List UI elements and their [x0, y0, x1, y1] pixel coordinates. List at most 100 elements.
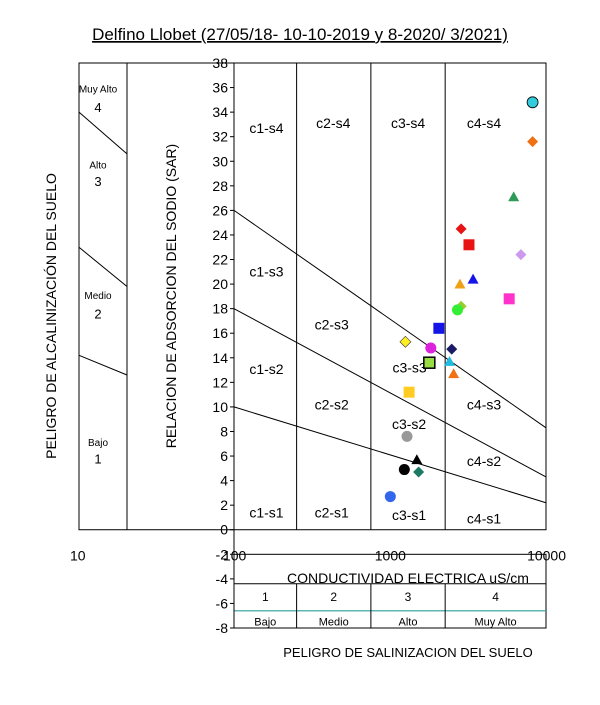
- bottom-label: PELIGRO DE SALINIZACION DEL SUELO: [283, 645, 532, 660]
- zone-label: c4-s1: [467, 511, 501, 527]
- data-point-diamond: [515, 249, 527, 261]
- data-point-triangle: [467, 273, 479, 284]
- y-tick-label: 12: [212, 374, 228, 390]
- sar-class-line: [233, 308, 547, 478]
- data-point-square: [503, 293, 515, 305]
- alkalinity-class-name: Bajo: [88, 438, 108, 449]
- y-tick-label: -2: [216, 546, 229, 562]
- y-tick-label: 16: [212, 325, 228, 341]
- data-point-diamond: [455, 223, 467, 235]
- alkalinity-boundary-line: [78, 111, 128, 155]
- y-tick-label: 20: [212, 276, 228, 292]
- x-tick-label: 1000: [375, 547, 406, 563]
- zone-label: c2-s4: [316, 115, 350, 131]
- zone-label: c2-s3: [315, 317, 349, 333]
- outer-frame: [78, 62, 547, 531]
- sar-class-line: [233, 209, 547, 429]
- chart-frame: [78, 62, 547, 629]
- zone-label: c2-s1: [315, 504, 349, 520]
- zone-label: c3-s2: [392, 416, 426, 432]
- y-tick-label: 24: [212, 227, 228, 243]
- data-point-circle: [425, 342, 437, 354]
- y-tick-label: 0: [220, 522, 228, 538]
- y-tick-label: 6: [220, 448, 228, 464]
- data-point-triangle: [454, 278, 466, 289]
- zone-labels: c1-s4 c2-s4 c3-s4 c4-s4 c1-s3 c2-s3 c3-s3 c1-s2…: [249, 115, 501, 527]
- y-tick-label: 2: [220, 497, 228, 513]
- salinity-class-number: 2: [330, 590, 337, 604]
- x-tick-label: 100: [223, 547, 247, 563]
- alkalinity-boundary-line: [78, 354, 128, 376]
- y-tick-label: 26: [212, 202, 228, 218]
- data-point-triangle: [508, 191, 520, 202]
- zone-label: c3-s4: [391, 115, 425, 131]
- data-point-diamond: [527, 136, 539, 148]
- data-point-square: [433, 322, 445, 334]
- data-point-diamond: [399, 335, 412, 348]
- alkalinity-class-name: Alto: [89, 161, 107, 172]
- sar-class-line: [233, 406, 547, 504]
- x-axis-label: CONDUCTIVIDAD ELECTRICA uS/cm: [287, 570, 529, 586]
- alkalinity-class-number: 3: [94, 174, 101, 189]
- y-tick-label: -8: [216, 620, 229, 636]
- data-point-triangle: [444, 355, 456, 366]
- data-point-circle: [384, 491, 396, 503]
- data-point-circle: [398, 464, 410, 476]
- y-tick-label: 36: [212, 80, 228, 96]
- zone-label: c3-s3: [392, 360, 426, 376]
- y-tick-label: -6: [216, 595, 229, 611]
- zone-label: c4-s3: [467, 396, 501, 412]
- y-axis-label: RELACION DE ADSORCION DEL SODIO (SAR): [163, 144, 179, 448]
- zone-label: c4-s2: [467, 453, 501, 469]
- zone-label: c1-s2: [249, 361, 283, 377]
- zone-label: c1-s1: [249, 504, 283, 520]
- zone-label: c1-s3: [249, 264, 283, 280]
- salinity-class-number: 3: [405, 590, 412, 604]
- y-tick-label: 18: [212, 301, 228, 317]
- data-point-square: [403, 386, 415, 398]
- x-tick-label: 10: [70, 547, 86, 563]
- y-tick-label: 22: [212, 252, 228, 268]
- data-point-circle: [526, 96, 539, 109]
- data-points: [384, 96, 539, 503]
- salinity-class-name: Medio: [319, 617, 349, 629]
- outer-y-axis-label: PELIGRO DE ALCALINIZACIÓN DEL SUELO: [43, 173, 59, 459]
- y-tick-label: 14: [212, 350, 228, 366]
- y-tick-label: 38: [212, 55, 228, 71]
- salinity-class-name: Alto: [399, 617, 418, 629]
- data-point-triangle: [448, 368, 460, 379]
- data-point-circle: [401, 430, 413, 442]
- zone-label: c2-s2: [315, 396, 349, 412]
- salinity-class-name: Bajo: [254, 617, 276, 629]
- data-point-diamond: [413, 466, 425, 478]
- zone-label: c1-s4: [249, 120, 283, 136]
- zone-lines: [78, 63, 547, 628]
- y-tick-label: 34: [212, 104, 228, 120]
- x-tick-label: 10000: [527, 547, 566, 563]
- salinity-class-number: 1: [262, 590, 269, 604]
- y-tick-label: -4: [216, 571, 229, 587]
- alkalinity-class-name: Muy Alto: [79, 84, 118, 95]
- y-tick-label: 10: [212, 399, 228, 415]
- alkalinity-class-number: 2: [94, 306, 101, 321]
- y-tick-label: 8: [220, 423, 228, 439]
- salinity-class-number: 4: [492, 590, 499, 604]
- y-tick-label: 4: [220, 473, 228, 489]
- y-tick-label: 28: [212, 178, 228, 194]
- data-point-triangle: [411, 454, 423, 465]
- alkalinity-class-name: Medio: [84, 291, 112, 302]
- chart-title: Delfino Llobet (27/05/18- 10-10-2019 y 8…: [92, 25, 508, 44]
- y-tick-label: 32: [212, 129, 228, 145]
- y-tick-label: 30: [212, 153, 228, 169]
- data-point-circle: [451, 304, 463, 316]
- alkalinity-class-number: 1: [94, 451, 101, 466]
- data-point-diamond: [446, 343, 458, 355]
- data-point-square: [423, 356, 436, 369]
- alkalinity-boundary-line: [78, 246, 128, 287]
- chart-texts: -8-6-4-202468101214161820222426283032343…: [43, 25, 566, 660]
- alkalinity-class-number: 4: [94, 100, 101, 115]
- zone-label: c3-s1: [392, 507, 426, 523]
- zone-label: c4-s4: [467, 115, 501, 131]
- data-point-square: [463, 239, 475, 251]
